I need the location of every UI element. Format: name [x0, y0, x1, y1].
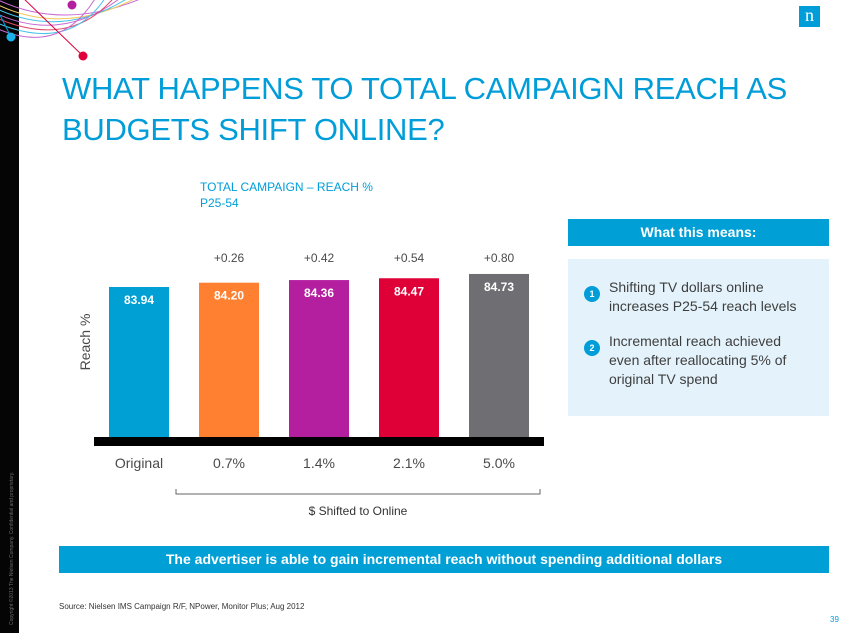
deco-dot-magenta — [67, 0, 77, 10]
decorative-arcs — [0, 0, 139, 61]
bar-1.4% — [289, 280, 349, 437]
page-title: WHAT HAPPENS TO TOTAL CAMPAIGN REACH AS … — [62, 71, 788, 147]
reach-bar-chart: Reach % 83.94 Original 84.20 +0.26 0.7% 84.36… — [77, 251, 544, 518]
what-this-means-header: What this means: — [568, 219, 829, 246]
x-axis-label: $ Shifted to Online — [309, 504, 408, 518]
x-axis-bracket — [175, 489, 541, 495]
bar-Original — [109, 287, 169, 437]
nielsen-logo: n — [799, 6, 820, 27]
delta-label: +0.26 — [214, 251, 245, 265]
number-badge-icon: 2 — [584, 340, 600, 356]
chart-title: TOTAL CAMPAIGN – REACH % P25-54 — [200, 179, 373, 211]
means-item-text: Incremental reach achieved even after re… — [609, 333, 787, 387]
bar-0.7% — [199, 282, 259, 437]
conclusion-banner: The advertiser is able to gain increment… — [59, 546, 829, 573]
means-item-text: Shifting TV dollars online increases P25… — [609, 279, 797, 314]
deco-dot-red — [78, 51, 88, 61]
x-tick-label: 0.7% — [213, 455, 245, 471]
delta-label: +0.42 — [304, 251, 335, 265]
bar-2.1% — [379, 278, 439, 437]
delta-label: +0.54 — [394, 251, 425, 265]
delta-label: +0.80 — [484, 251, 515, 265]
y-axis-label: Reach % — [77, 314, 93, 371]
left-sidebar-strip: Copyright ©2013 The Nielsen Company. Con… — [0, 0, 19, 633]
page-number: 39 — [830, 615, 839, 624]
bar-value-label: 84.20 — [214, 289, 244, 303]
means-item: 2 Incremental reach achieved even after … — [584, 332, 814, 389]
chart-title-main: TOTAL CAMPAIGN – REACH % — [200, 180, 373, 194]
x-tick-label: Original — [115, 455, 163, 471]
x-tick-label: 5.0% — [483, 455, 515, 471]
x-axis-baseline — [94, 437, 544, 446]
means-item: 1 Shifting TV dollars online increases P… — [584, 278, 819, 316]
bar-value-label: 84.47 — [394, 284, 424, 298]
x-tick-label: 1.4% — [303, 455, 335, 471]
bar-5.0% — [469, 273, 529, 437]
chart-subtitle: P25-54 — [200, 196, 239, 210]
source-note: Source: Nielsen IMS Campaign R/F, NPower… — [59, 602, 305, 611]
bar-value-label: 83.94 — [124, 293, 154, 307]
x-tick-label: 2.1% — [393, 455, 425, 471]
what-this-means-box: 1 Shifting TV dollars online increases P… — [568, 259, 829, 416]
deco-dot-blue — [6, 32, 16, 42]
number-badge-icon: 1 — [584, 286, 600, 302]
bar-value-label: 84.73 — [484, 280, 514, 294]
bar-value-label: 84.36 — [304, 286, 334, 300]
